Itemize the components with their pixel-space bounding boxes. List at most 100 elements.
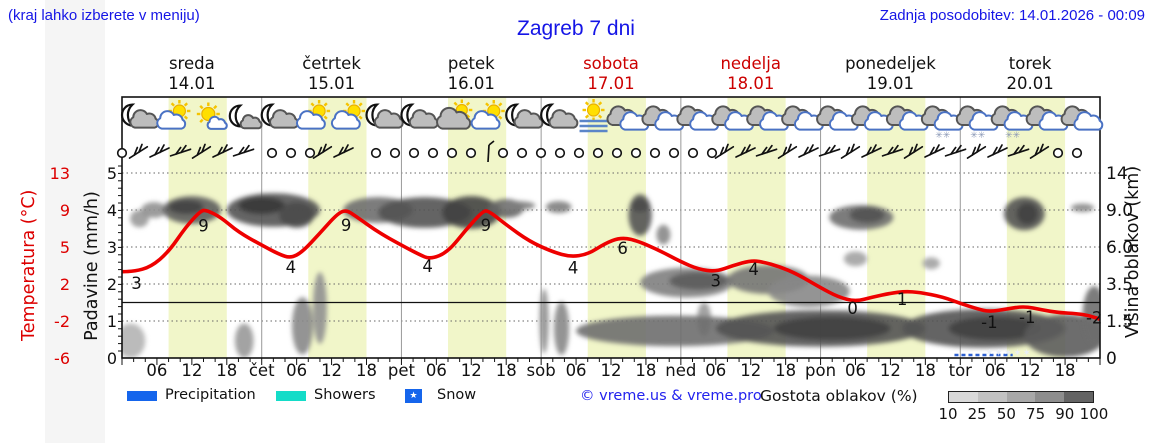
svg-text:18: 18 [915, 361, 936, 380]
snow-legend-label: Snow [437, 387, 477, 403]
svg-text:9: 9 [341, 216, 352, 235]
svg-text:5: 5 [60, 238, 70, 257]
showers-legend-label: Showers [314, 387, 376, 403]
weather-icon-clouds [1060, 105, 1104, 131]
svg-text:✶: ✶ [1022, 348, 1030, 359]
cloud-density-label: Gostota oblakov (%) [760, 387, 918, 405]
svg-text:0: 0 [107, 349, 117, 368]
weather-icon-sun-cloud-small [196, 102, 228, 130]
svg-text:13: 13 [50, 164, 70, 183]
weather-icons: ✳✳ ✳✳ ✳✳ [120, 99, 1104, 141]
svg-text:12: 12 [1020, 361, 1041, 380]
svg-text:1: 1 [897, 290, 908, 309]
svg-text:-1: -1 [981, 313, 997, 332]
svg-text:06: 06 [566, 361, 587, 380]
svg-text:✳✳: ✳✳ [970, 131, 986, 141]
page-title: Zagreb 7 dni [517, 17, 635, 40]
svg-text:4: 4 [286, 258, 297, 277]
weather-icon-sun-cloud [470, 100, 505, 130]
cloud-density-shading [122, 193, 1100, 358]
weather-icon-cloud-sun [436, 99, 473, 130]
svg-text:✶: ✶ [1013, 348, 1021, 359]
svg-text:18: 18 [216, 361, 237, 380]
svg-text:4: 4 [748, 260, 759, 279]
weather-icon-clouds-snow: ✳✳ [955, 105, 999, 141]
svg-text:✶: ✶ [985, 348, 993, 359]
svg-text:06: 06 [286, 361, 307, 380]
axis-ticks [118, 165, 1101, 365]
svg-text:čet: čet [249, 361, 275, 380]
snowfall-markers: ✶ ✶ ✶ ✶ ✶ [985, 348, 1031, 359]
scale-segment [977, 392, 1007, 402]
snow-star-icon: ★ [405, 389, 422, 403]
svg-text:9.0: 9.0 [1106, 201, 1133, 221]
svg-text:12: 12 [740, 361, 761, 380]
svg-text:pet: pet [388, 361, 416, 380]
svg-text:3: 3 [131, 274, 142, 293]
svg-text:-6: -6 [54, 349, 70, 368]
svg-text:18: 18 [496, 361, 517, 380]
svg-text:12: 12 [181, 361, 202, 380]
svg-text:06: 06 [705, 361, 726, 380]
svg-text:2: 2 [60, 275, 70, 294]
svg-text:12: 12 [321, 361, 342, 380]
precipitation-swatch [127, 391, 157, 401]
svg-text:0: 0 [847, 299, 858, 318]
weather-icon-sun-cloud [296, 100, 331, 130]
last-update-text: Zadnja posodobitev: 14.01.2026 - 00:09 [879, 7, 1145, 24]
scale-segment [1035, 392, 1065, 402]
day-header-name: sreda [168, 54, 215, 73]
day-header-name: nedelja [720, 54, 781, 73]
svg-text:3: 3 [107, 238, 117, 257]
svg-text:✶: ✶ [995, 348, 1003, 359]
day-header-name: ponedeljek [845, 54, 936, 73]
svg-text:0: 0 [1106, 349, 1117, 369]
svg-text:-2: -2 [54, 312, 70, 331]
weather-icon-clouds-snow: ✳✳ [920, 105, 964, 141]
svg-text:6.0: 6.0 [1106, 238, 1133, 258]
precipitation-legend-label: Precipitation [165, 387, 256, 403]
svg-text:18: 18 [775, 361, 796, 380]
day-header-date: 14.01 [168, 74, 216, 93]
weather-icon-moon-cloud [540, 103, 579, 129]
svg-text:ned: ned [665, 361, 696, 380]
svg-text:✶: ✶ [1004, 348, 1012, 359]
day-header-date: 19.01 [866, 74, 915, 93]
svg-text:18: 18 [356, 361, 377, 380]
svg-text:18: 18 [635, 361, 656, 380]
wind-row [116, 140, 1083, 163]
svg-text:sob: sob [527, 361, 556, 380]
day-header-name: torek [1008, 54, 1052, 73]
weather-icon-clouds [606, 105, 650, 131]
weather-icon-clouds [746, 105, 789, 131]
svg-text:4: 4 [568, 258, 579, 277]
menu-note: (kraj lahko izberete v meniju) [8, 7, 200, 24]
weather-icon-moon-cloud-small [228, 104, 263, 130]
svg-text:9: 9 [481, 216, 492, 235]
temperature-line [122, 208, 1100, 321]
scale-segment [1006, 392, 1036, 402]
svg-text:1.5: 1.5 [1106, 312, 1133, 332]
svg-text:9: 9 [60, 201, 70, 220]
svg-text:06: 06 [845, 361, 866, 380]
legend-bar: Precipitation Showers ★ Snow © vreme.us … [0, 386, 1152, 423]
weather-icon-sun-cloud [330, 100, 366, 130]
day-header-date: 15.01 [307, 74, 356, 93]
svg-text:1: 1 [107, 312, 117, 331]
svg-text:2: 2 [107, 275, 117, 294]
svg-text:06: 06 [146, 361, 167, 380]
weather-icon-sun-fog [579, 99, 608, 133]
svg-text:06: 06 [985, 361, 1006, 380]
weather-icon-clouds [676, 105, 720, 131]
scale-label: 10 [938, 405, 958, 423]
time-axis-labels: 06 12 18 čet 06 12 18 pet 06 12 18 sob 06 12 18 ned 06 12… [146, 361, 1075, 380]
cloud-density-scale [948, 391, 1094, 403]
showers-swatch [276, 391, 306, 401]
day-header-name: četrtek [302, 54, 361, 73]
credit-link[interactable]: © vreme.us & vreme.pro [580, 388, 762, 404]
svg-text:12: 12 [601, 361, 622, 380]
weather-icon-clouds [781, 105, 824, 131]
day-header-date: 20.01 [1006, 74, 1054, 93]
weather-icon-moon-cloud [365, 103, 404, 129]
